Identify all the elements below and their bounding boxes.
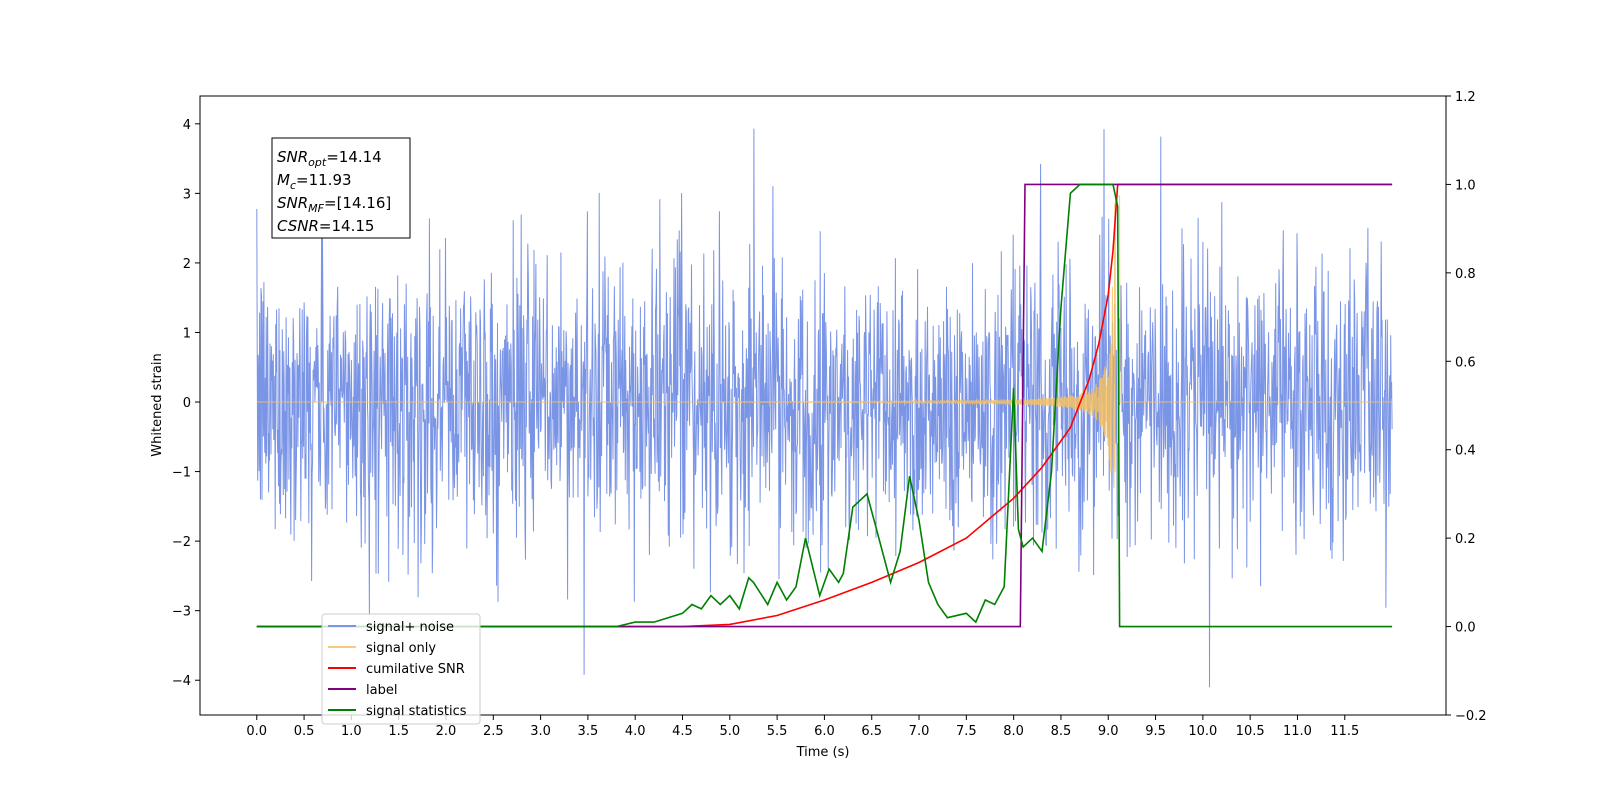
- x-tick-label: 2.5: [483, 724, 504, 739]
- annotation-subscript: opt: [308, 156, 327, 169]
- x-tick-label: 10.5: [1236, 724, 1265, 739]
- series-signal-only-line: [256, 195, 1393, 489]
- annotation-box-frame: [271, 137, 411, 239]
- y-left-tick-label: 2: [183, 257, 191, 272]
- x-tick-label: 0.0: [246, 724, 267, 739]
- y-right-tick-label: 0.6: [1455, 355, 1476, 370]
- annotation-value: =14.15: [319, 217, 375, 235]
- x-tick-label: 4.0: [625, 724, 646, 739]
- series-signal-statistics-line: [256, 183, 1393, 628]
- annotation-subscript: c: [290, 179, 296, 192]
- x-tick-label: 9.0: [1098, 724, 1119, 739]
- annotation-symbol: SNR: [277, 148, 308, 166]
- y-left-tick-label: 1: [183, 326, 191, 341]
- x-tick-label: 4.5: [672, 724, 693, 739]
- y-right-tick-label: 0.8: [1455, 267, 1476, 282]
- plot-frame: [199, 95, 1447, 716]
- y-right-tick-label: 1.0: [1455, 178, 1476, 193]
- x-tick-label: 3.5: [578, 724, 599, 739]
- y-right-tick-label: 0.4: [1455, 444, 1476, 459]
- series-cumulative-snr-line: [256, 183, 1393, 628]
- annotation-value: =11.93: [296, 171, 352, 189]
- x-axis: 0.0 0.5 1.0 1.5 2.0 2.5 3.0 3.5 4.0 4.5 5.0 5.5 6.0 6…: [246, 715, 1359, 739]
- x-tick-label: 1.0: [341, 724, 362, 739]
- y-axis-left: 4 3 2 1 0 −1 −2 −3 −4: [172, 118, 200, 689]
- plot-area: [256, 128, 1393, 688]
- x-tick-label: 2.0: [436, 724, 457, 739]
- legend-label: signal only: [366, 641, 436, 656]
- annotation-symbol: M: [277, 171, 290, 189]
- annotation-line: Mc=11.93: [277, 171, 352, 192]
- y-left-tick-label: 4: [183, 118, 191, 133]
- x-tick-label: 3.0: [530, 724, 551, 739]
- x-tick-label: 5.0: [719, 724, 740, 739]
- y-left-tick-label: −4: [172, 674, 191, 689]
- annotation-value: =14.14: [326, 148, 382, 166]
- x-tick-label: 6.0: [814, 724, 835, 739]
- y-left-tick-label: 3: [183, 187, 191, 202]
- y-left-tick-label: −2: [172, 535, 191, 550]
- x-tick-label: 7.5: [956, 724, 977, 739]
- annotation-box: SNRopt=14.14Mc=11.93SNRMF=[14.16]CSNR=14…: [271, 137, 411, 239]
- x-axis-label: Time (s): [796, 745, 850, 760]
- x-tick-label: 10.0: [1188, 724, 1217, 739]
- annotation-line: SNRopt=14.14: [277, 148, 382, 169]
- annotation-line: CSNR=14.15: [277, 217, 374, 235]
- legend: signal+ noise signal only cumilative SNR la…: [321, 613, 481, 725]
- y-right-tick-label: −0.2: [1455, 709, 1487, 724]
- x-tick-label: 0.5: [294, 724, 315, 739]
- y-axis-label: Whitened strain: [150, 353, 165, 456]
- annotation-value: =[14.16]: [324, 194, 391, 212]
- legend-label: signal+ noise: [366, 620, 454, 635]
- annotation-subscript: MF: [308, 202, 324, 215]
- x-tick-label: 8.5: [1051, 724, 1072, 739]
- x-tick-label: 7.0: [909, 724, 930, 739]
- y-left-tick-label: −3: [172, 605, 191, 620]
- legend-label: label: [366, 683, 397, 698]
- x-tick-label: 11.0: [1283, 724, 1312, 739]
- y-left-tick-label: −1: [172, 466, 191, 481]
- x-tick-label: 1.5: [388, 724, 409, 739]
- legend-frame: [321, 613, 481, 725]
- series-label-line: [256, 183, 1393, 628]
- y-right-tick-label: 0.2: [1455, 532, 1476, 547]
- y-right-tick-label: 1.2: [1455, 90, 1476, 105]
- annotation-symbol: CSNR: [277, 217, 319, 235]
- x-tick-label: 6.5: [861, 724, 882, 739]
- annotation-line: SNRMF=[14.16]: [277, 194, 391, 215]
- x-tick-label: 5.5: [767, 724, 788, 739]
- series-signal-noise-line: [256, 128, 1393, 688]
- y-left-tick-label: 0: [183, 396, 191, 411]
- annotation-symbol: SNR: [277, 194, 308, 212]
- x-tick-label: 8.0: [1003, 724, 1024, 739]
- x-tick-label: 9.5: [1145, 724, 1166, 739]
- y-right-tick-label: 0.0: [1455, 621, 1476, 636]
- x-tick-label: 11.5: [1330, 724, 1359, 739]
- legend-label: signal statistics: [366, 704, 467, 719]
- y-axis-right: 1.2 1.0 0.8 0.6 0.4 0.2 0.0 −0.2: [1446, 90, 1487, 724]
- legend-label: cumilative SNR: [366, 662, 465, 677]
